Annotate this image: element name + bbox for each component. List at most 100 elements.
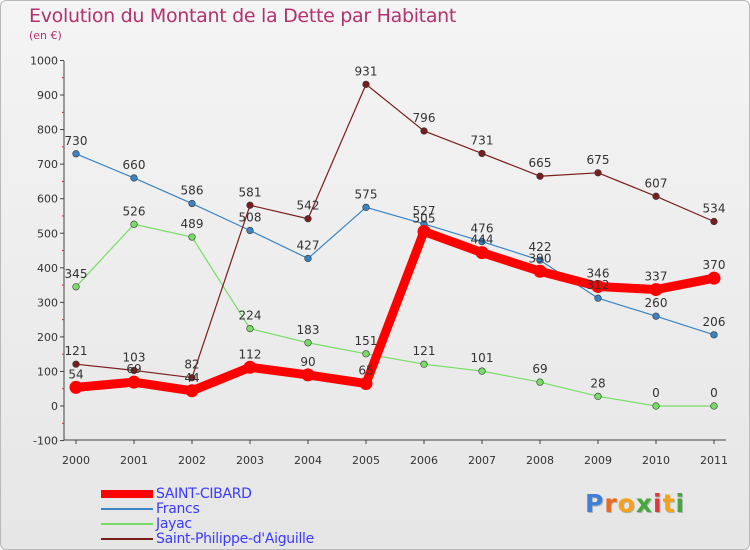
y-tick-label: 1000	[30, 55, 58, 68]
legend-swatch	[101, 538, 153, 540]
data-label: 476	[471, 222, 494, 236]
data-label: 44	[184, 371, 199, 385]
data-label: 675	[587, 153, 610, 167]
line-chart: -100010020030040050060070080090010002000…	[30, 55, 728, 468]
data-label: 444	[471, 233, 494, 247]
data-point	[536, 256, 544, 264]
y-tick-label: 600	[37, 193, 58, 206]
data-point	[594, 294, 602, 302]
data-label: 534	[703, 202, 726, 216]
data-point	[417, 225, 431, 239]
data-label: 422	[529, 240, 552, 254]
data-point	[362, 350, 370, 358]
data-label: 427	[297, 238, 320, 252]
data-label: 0	[710, 386, 718, 400]
data-point	[304, 215, 312, 223]
data-label: 69	[126, 362, 141, 376]
x-tick-label: 2010	[642, 454, 670, 467]
data-label: 581	[239, 185, 262, 199]
data-label: 505	[413, 212, 436, 226]
series-line	[75, 227, 715, 396]
y-tick-label: 0	[51, 400, 58, 413]
data-point	[594, 392, 602, 400]
legend-label: Saint-Philippe-d'Aiguille	[156, 531, 314, 547]
data-label: 527	[413, 204, 436, 218]
data-label: 90	[300, 355, 315, 369]
data-label: 65	[358, 364, 373, 378]
data-point	[533, 264, 547, 278]
data-label: 312	[587, 278, 610, 292]
data-label: 665	[529, 156, 552, 170]
data-point	[127, 375, 141, 389]
data-label: 345	[65, 267, 88, 281]
data-label: 370	[703, 258, 726, 272]
data-point	[359, 377, 373, 391]
data-point	[362, 80, 370, 88]
data-label: 575	[355, 187, 378, 201]
data-point	[478, 149, 486, 158]
data-point	[362, 203, 370, 211]
data-point	[130, 366, 138, 375]
x-tick-label: 2008	[526, 454, 554, 467]
data-point	[707, 271, 721, 285]
data-point	[246, 201, 254, 209]
series-line	[75, 83, 715, 379]
y-tick-label: 700	[37, 158, 58, 171]
data-point	[420, 360, 428, 368]
data-label: 28	[590, 376, 605, 390]
data-label: 586	[181, 184, 204, 198]
series-line	[75, 223, 714, 407]
legend-label: Francs	[156, 501, 200, 517]
data-point	[188, 233, 196, 241]
y-tick-label: 900	[37, 89, 58, 102]
y-tick-label: -100	[33, 435, 58, 448]
data-label: 183	[297, 323, 320, 337]
data-point	[301, 368, 315, 382]
data-point	[652, 402, 660, 410]
data-label: 121	[413, 344, 436, 358]
data-point	[652, 192, 660, 200]
data-label: 103	[123, 350, 146, 364]
data-point	[72, 360, 80, 368]
chart-subtitle: (en €)	[29, 29, 62, 42]
data-point	[130, 220, 138, 228]
y-tick-label: 500	[37, 227, 58, 240]
data-label: 112	[239, 347, 262, 361]
data-point	[130, 174, 138, 182]
chart-title: Evolution du Montant de la Dette par Hab…	[29, 5, 457, 27]
legend-swatch	[101, 523, 153, 525]
data-label: 0	[652, 386, 660, 400]
data-label: 54	[68, 367, 83, 381]
data-label: 121	[65, 344, 88, 358]
legend-swatch	[101, 508, 153, 510]
data-point	[649, 283, 663, 297]
data-label: 731	[471, 133, 494, 147]
x-tick-label: 2006	[410, 454, 438, 467]
data-point	[710, 402, 718, 410]
x-tick-label: 2009	[584, 454, 612, 467]
x-tick-label: 2000	[62, 454, 90, 467]
data-label: 796	[413, 111, 436, 125]
data-label: 489	[181, 217, 204, 231]
data-point	[243, 360, 257, 374]
data-point	[594, 169, 602, 177]
data-point	[652, 312, 660, 320]
data-point	[304, 254, 312, 263]
x-tick-label: 2003	[236, 454, 264, 467]
proxiti-logo: Proxiti	[585, 489, 686, 518]
data-point	[478, 367, 486, 375]
data-label: 69	[532, 362, 547, 376]
data-point	[536, 378, 544, 386]
legend-label: SAINT-CIBARD	[156, 486, 252, 502]
y-tick-label: 100	[37, 365, 58, 378]
data-point	[710, 331, 718, 339]
data-point	[591, 279, 605, 293]
x-tick-label: 2001	[120, 454, 148, 467]
x-tick-label: 2005	[352, 454, 380, 467]
data-point	[710, 217, 718, 226]
data-label: 607	[645, 176, 668, 190]
y-tick-label: 800	[37, 124, 58, 137]
data-point	[72, 283, 80, 291]
x-tick-label: 2002	[178, 454, 206, 467]
